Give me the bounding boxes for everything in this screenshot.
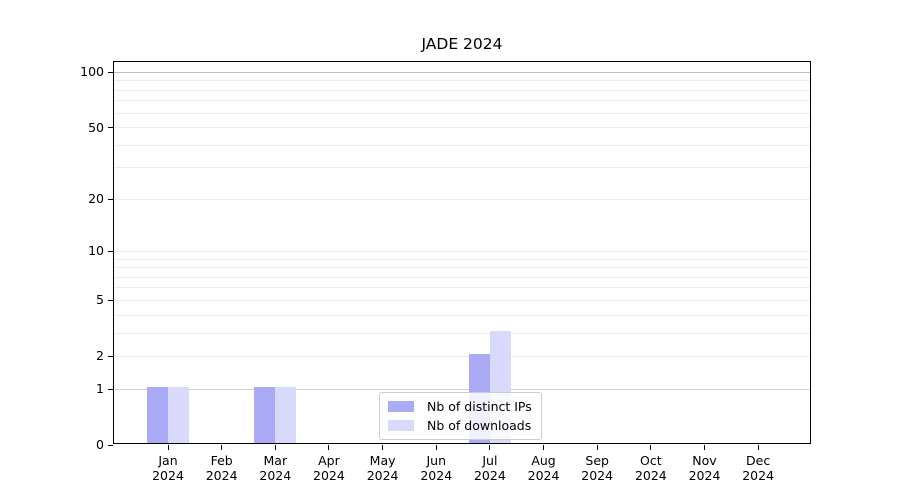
y-axis-tick — [108, 444, 113, 446]
plot-area: Nb of distinct IPs Nb of downloads 100 50… — [80, 61, 811, 483]
x-axis-tick — [596, 445, 598, 450]
x-axis-tick — [221, 445, 223, 450]
x-label-month: Oct — [640, 453, 662, 468]
bar-downloads — [168, 387, 189, 443]
bar-distinct-ips — [254, 387, 276, 443]
x-axis-tick-label: Feb 2024 — [190, 453, 254, 483]
x-label-month: Aug — [531, 453, 556, 468]
gridline — [114, 332, 810, 334]
x-axis-tick-label: Nov 2024 — [673, 453, 737, 483]
legend-label-distinct-ips: Nb of distinct IPs — [427, 399, 532, 414]
gridline — [114, 144, 810, 146]
y-axis-tick — [108, 299, 113, 301]
x-axis-tick — [543, 445, 545, 450]
x-axis-tick — [757, 445, 759, 450]
legend-swatch-distinct-ips — [388, 401, 414, 412]
y-axis-tick — [108, 198, 113, 200]
x-axis-tick-label: Mar 2024 — [243, 453, 307, 483]
x-axis-tick — [167, 445, 169, 450]
x-axis-tick-label: Jul 2024 — [458, 453, 522, 483]
gridline — [114, 355, 810, 357]
x-label-month: Jul — [482, 453, 498, 468]
bar-downloads — [275, 387, 297, 443]
legend-item-distinct-ips: Nb of distinct IPs — [388, 399, 532, 414]
x-axis-tick-label: May 2024 — [351, 453, 415, 483]
legend-swatch-downloads — [388, 420, 414, 431]
x-label-year: 2024 — [473, 468, 506, 483]
x-label-year: 2024 — [259, 468, 292, 483]
x-axis-tick-label: Aug 2024 — [512, 453, 576, 483]
x-label-year: 2024 — [634, 468, 667, 483]
y-axis-tick-label: 0 — [96, 437, 104, 452]
x-axis-tick — [274, 445, 276, 450]
x-axis-tick-label: Apr 2024 — [297, 453, 361, 483]
gridline — [114, 299, 810, 301]
gridline — [114, 112, 810, 114]
x-label-year: 2024 — [420, 468, 453, 483]
y-axis-tick — [108, 250, 113, 252]
x-axis-tick-label: Dec 2024 — [726, 453, 790, 483]
x-label-month: Jan — [158, 453, 178, 468]
y-axis-tick-label: 20 — [88, 191, 104, 207]
x-axis-tick — [650, 445, 652, 450]
legend-label-downloads: Nb of downloads — [427, 418, 532, 433]
bar-distinct-ips — [147, 387, 168, 443]
x-axis-tick-label: Jun 2024 — [404, 453, 468, 483]
gridline — [114, 250, 810, 252]
y-axis-tick-label: 10 — [88, 243, 104, 259]
gridline — [114, 287, 810, 289]
x-label-year: 2024 — [152, 468, 184, 483]
y-axis-tick-label: 1 — [96, 381, 104, 397]
x-label-month: Mar — [263, 453, 288, 468]
y-axis-tick — [108, 388, 113, 390]
x-axis-tick-label: Jan 2024 — [136, 453, 200, 483]
gridline — [114, 388, 810, 390]
legend-item-downloads: Nb of downloads — [388, 418, 532, 433]
x-label-month: Dec — [746, 453, 771, 468]
x-label-year: 2024 — [527, 468, 560, 483]
x-axis-tick — [328, 445, 330, 450]
gridline — [114, 267, 810, 269]
x-label-year: 2024 — [313, 468, 345, 483]
y-axis-tick — [108, 127, 113, 129]
x-axis-tick-label: Sep 2024 — [565, 453, 629, 483]
legend: Nb of distinct IPs Nb of downloads — [379, 392, 542, 440]
x-label-month: Feb — [210, 453, 233, 468]
chart-title: JADE 2024 — [421, 35, 503, 53]
x-label-year: 2024 — [205, 468, 238, 483]
x-label-year: 2024 — [581, 468, 614, 483]
gridline — [114, 127, 810, 129]
gridline — [114, 276, 810, 278]
x-axis-tick — [382, 445, 384, 450]
x-axis-tick — [704, 445, 705, 450]
x-label-year: 2024 — [366, 468, 399, 483]
y-axis-tick-label: 5 — [96, 292, 104, 308]
x-label-month: May — [369, 453, 396, 468]
gridline — [114, 258, 810, 260]
x-label-month: Nov — [692, 453, 717, 468]
y-axis-tick-label: 100 — [80, 64, 104, 80]
x-label-month: Jun — [426, 453, 447, 468]
x-label-year: 2024 — [742, 468, 775, 483]
gridline — [114, 80, 810, 82]
x-label-month: Sep — [585, 453, 609, 468]
x-label-year: 2024 — [688, 468, 721, 483]
y-axis-tick — [108, 71, 113, 73]
x-axis-tick — [489, 445, 491, 450]
x-label-month: Apr — [318, 453, 340, 468]
gridline — [114, 167, 810, 169]
gridline — [114, 198, 810, 200]
y-axis-tick-label: 50 — [88, 119, 104, 135]
x-axis-tick-label: Oct 2024 — [619, 453, 683, 483]
gridline — [114, 314, 810, 316]
x-axis-tick — [435, 445, 437, 450]
y-axis-tick — [108, 355, 113, 357]
gridline — [114, 71, 810, 73]
gridline — [114, 100, 810, 102]
gridline — [114, 89, 810, 91]
y-axis-tick-label: 2 — [96, 348, 104, 364]
